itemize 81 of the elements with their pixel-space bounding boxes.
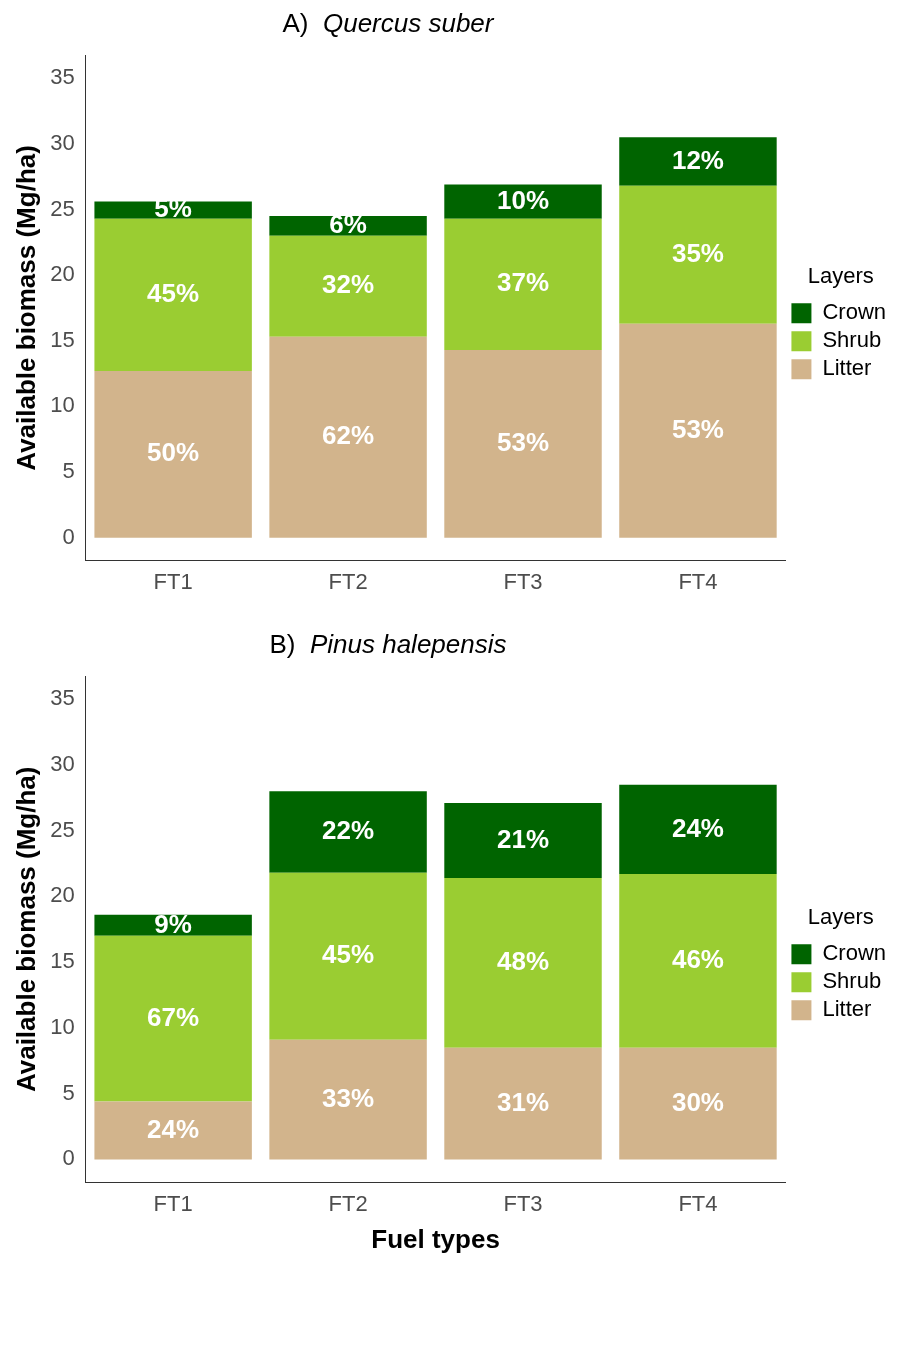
bar	[269, 872, 427, 1040]
annotation: 32%	[322, 269, 375, 300]
annotation: 10%	[497, 184, 550, 215]
bar	[444, 1047, 602, 1160]
bar	[94, 1101, 252, 1160]
bar	[619, 1047, 777, 1160]
bar	[619, 874, 777, 1048]
annotation: 67%	[147, 1001, 200, 1032]
annotation: 37%	[497, 267, 550, 298]
x-tick-label: FT3	[503, 568, 543, 594]
x-tick-label: FT4	[678, 568, 718, 594]
annotation: 33%	[322, 1082, 375, 1113]
y-tick-label: 0	[62, 523, 75, 549]
y-tick-label: 10	[50, 392, 75, 418]
annotation: 50%	[147, 437, 200, 468]
x-axis-title: Fuel types	[371, 1223, 500, 1254]
annotation: 45%	[322, 939, 375, 970]
bar	[269, 336, 427, 538]
x-tick-label: FT2	[328, 1190, 368, 1216]
bar	[269, 1039, 427, 1160]
legend-label: Shrub	[822, 968, 882, 994]
x-tick-label: FT4	[678, 1190, 718, 1216]
bar	[94, 370, 252, 538]
y-tick-label: 20	[50, 882, 75, 908]
annotation: 9%	[154, 908, 192, 939]
y-tick-label: 0	[62, 1145, 75, 1171]
bar	[619, 784, 777, 875]
legend-label: Shrub	[822, 327, 882, 353]
y-tick-label: 25	[50, 195, 75, 221]
bar	[619, 323, 777, 538]
annotation: 30%	[671, 1086, 724, 1117]
legend-label: Litter	[822, 355, 872, 381]
y-tick-label: 35	[50, 685, 75, 711]
annotation: 62%	[322, 420, 375, 451]
bar	[619, 137, 777, 186]
y-tick-label: 15	[50, 326, 75, 352]
bar	[94, 218, 252, 371]
bar	[269, 235, 427, 337]
y-tick-label: 5	[62, 458, 75, 484]
annotation: 31%	[497, 1086, 550, 1117]
annotation: 12%	[671, 144, 724, 175]
bar	[94, 935, 252, 1102]
legend-title: Layers	[807, 903, 874, 929]
bar	[444, 349, 602, 538]
legend-label: Crown	[822, 299, 887, 325]
y-tick-label: 25	[50, 816, 75, 842]
x-tick-label: FT1	[153, 1190, 193, 1216]
annotation: 24%	[671, 812, 724, 843]
chart-title: B) Pinus halepensis	[269, 629, 507, 659]
annotation: 6%	[329, 209, 367, 240]
x-tick-label: FT3	[503, 1190, 543, 1216]
y-tick-label: 20	[50, 261, 75, 287]
annotation: 22%	[322, 815, 375, 846]
annotation: 48%	[497, 946, 550, 976]
y-tick-label: 30	[50, 129, 75, 155]
bar	[444, 184, 602, 219]
annotation: 21%	[497, 823, 550, 854]
y-axis-title: Available biomass (Mg/ha)	[10, 145, 41, 471]
annotation: 53%	[671, 413, 724, 444]
y-axis-title: Available biomass (Mg/ha)	[10, 766, 41, 1093]
x-tick-label: FT1	[153, 568, 193, 594]
bar	[444, 218, 602, 350]
y-tick-label: 10	[50, 1013, 75, 1039]
annotation: 45%	[147, 277, 200, 308]
y-tick-label: 35	[50, 64, 75, 90]
legend-title: Layers	[807, 262, 874, 288]
chart-title: A) Quercus suber	[282, 8, 494, 38]
legend-label: Litter	[822, 996, 872, 1022]
legend-label: Crown	[822, 940, 887, 966]
y-tick-label: 15	[50, 948, 75, 974]
bar	[444, 803, 602, 879]
annotation: 24%	[147, 1113, 200, 1144]
annotation: 35%	[671, 237, 724, 268]
bar	[444, 878, 602, 1048]
x-tick-label: FT2	[328, 568, 368, 594]
annotation: 46%	[671, 944, 724, 975]
annotation: 53%	[497, 426, 550, 457]
y-tick-label: 30	[50, 751, 75, 777]
bar	[269, 791, 427, 873]
y-tick-label: 5	[62, 1079, 75, 1105]
bar	[619, 185, 777, 324]
